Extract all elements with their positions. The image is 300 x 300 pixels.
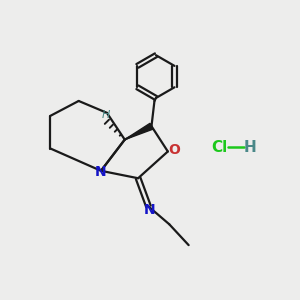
Text: H: H [243,140,256,154]
Text: Cl: Cl [212,140,228,154]
Text: N: N [94,165,106,179]
Polygon shape [125,123,153,140]
Text: N: N [144,203,155,217]
Text: O: O [168,143,180,157]
Text: H: H [101,110,110,120]
